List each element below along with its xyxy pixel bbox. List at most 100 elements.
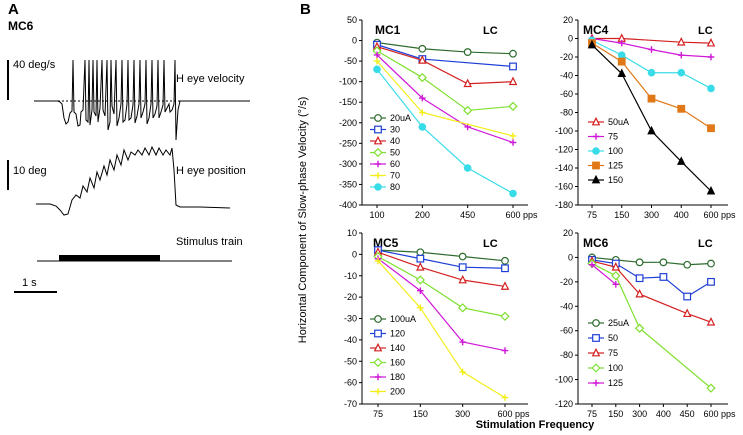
legend-entry: 100 <box>588 363 623 373</box>
data-point <box>508 101 518 111</box>
legend-label: 70 <box>390 171 400 181</box>
data-point <box>415 275 425 285</box>
subplot-tag: LC <box>483 238 498 250</box>
data-point <box>463 48 472 56</box>
data-point <box>459 368 466 376</box>
panel-a-cell-label: MC6 <box>8 19 34 33</box>
legend-entry: 75 <box>588 132 618 142</box>
series-line <box>377 251 506 288</box>
data-point <box>509 139 517 146</box>
data-point <box>683 260 692 269</box>
data-point <box>509 49 517 58</box>
legend-label: 180 <box>390 372 405 382</box>
series-line <box>591 259 712 298</box>
data-point <box>618 39 626 47</box>
data-point <box>659 273 668 281</box>
legend-label: 140 <box>390 343 405 353</box>
data-point <box>682 308 692 318</box>
data-point <box>500 311 510 322</box>
legend-entry: 50uA <box>588 116 629 127</box>
x-tick-label: 200 <box>415 210 430 220</box>
series-line <box>591 264 617 285</box>
series-line <box>377 260 506 399</box>
series-125 <box>588 39 715 133</box>
y-tick-label: -250 <box>339 138 357 148</box>
y-tick-label: -160 <box>555 182 573 192</box>
x-tick-label: 600 <box>505 210 520 220</box>
series-line <box>591 263 712 389</box>
data-point <box>509 62 517 71</box>
y-tick-label: -120 <box>555 399 573 409</box>
y-tick-label: 0 <box>352 249 357 259</box>
legend-label: 50 <box>390 148 400 158</box>
data-point <box>418 123 427 131</box>
series-line <box>591 256 712 266</box>
stimulus-bar <box>59 255 160 261</box>
data-point <box>647 94 656 103</box>
series-line <box>376 50 514 112</box>
data-point <box>509 189 517 198</box>
legend-entry: 50 <box>588 333 618 343</box>
y-tick-label: -50 <box>344 356 357 366</box>
series-line <box>376 46 514 85</box>
data-point <box>417 72 427 83</box>
data-point <box>676 156 686 165</box>
legend-marker <box>592 161 600 170</box>
legend-entry: 100 <box>588 146 623 156</box>
legend-label: 80 <box>390 182 400 192</box>
data-point <box>418 55 427 64</box>
series-20ua <box>373 38 517 58</box>
x-tick-label: 100 <box>369 210 384 220</box>
series-75 <box>588 35 715 61</box>
eye-velocity-trace <box>34 59 250 141</box>
y-tick-label: -80 <box>560 108 573 118</box>
legend-label: 60 <box>390 159 400 169</box>
legend-entry: 75 <box>588 347 618 358</box>
legend-marker <box>374 172 382 179</box>
legend-marker <box>374 373 382 381</box>
series-150 <box>587 39 716 195</box>
legend-label: 100uA <box>390 314 416 324</box>
series-line <box>592 37 712 44</box>
legend-marker <box>374 160 382 168</box>
data-point <box>458 303 468 313</box>
y-tick-label: -20 <box>560 52 573 62</box>
position-scale-label: 10 deg <box>13 165 47 177</box>
data-point <box>635 258 644 267</box>
legend-marker <box>592 379 600 387</box>
panel-a-letter: A <box>8 1 19 18</box>
data-point <box>707 259 715 268</box>
y-tick-label: -50 <box>344 56 357 66</box>
data-point <box>458 274 467 284</box>
data-point <box>706 383 716 393</box>
velocity-scale-label: 40 deg/s <box>13 59 56 71</box>
data-point <box>588 261 596 269</box>
x-tick-label: 450 <box>680 409 695 419</box>
y-tick-label: -80 <box>560 350 573 360</box>
x-tick-label: 400 <box>656 409 671 419</box>
data-point <box>501 264 509 273</box>
y-axis-label: Horizontal Component of Slow-phase Veloc… <box>297 97 309 344</box>
legend-label: 100 <box>608 363 623 373</box>
panel-a: A MC6 40 deg/s H eye velocity 10 deg H e… <box>7 1 250 293</box>
legend-entry: 70 <box>370 171 400 181</box>
data-point <box>458 263 467 272</box>
data-point <box>587 39 597 49</box>
legend-entry: 25uA <box>588 318 629 328</box>
y-tick-label: 50 <box>347 15 357 25</box>
legend-label: 100 <box>608 146 623 156</box>
data-point <box>677 68 686 77</box>
subplot-tag: LC <box>698 238 713 250</box>
data-point <box>501 394 509 401</box>
data-point <box>683 292 692 301</box>
data-point <box>707 124 715 133</box>
x-tick-label: 600 <box>703 409 718 419</box>
data-point <box>617 51 626 59</box>
panel-b: B Horizontal Component of Slow-phase Vel… <box>297 1 736 431</box>
data-point <box>634 323 645 333</box>
data-point <box>459 338 466 346</box>
x-tick-label: 300 <box>455 409 470 419</box>
legend-label: 30 <box>390 125 400 135</box>
data-point <box>458 252 467 261</box>
x-tick-label: 75 <box>587 210 597 220</box>
